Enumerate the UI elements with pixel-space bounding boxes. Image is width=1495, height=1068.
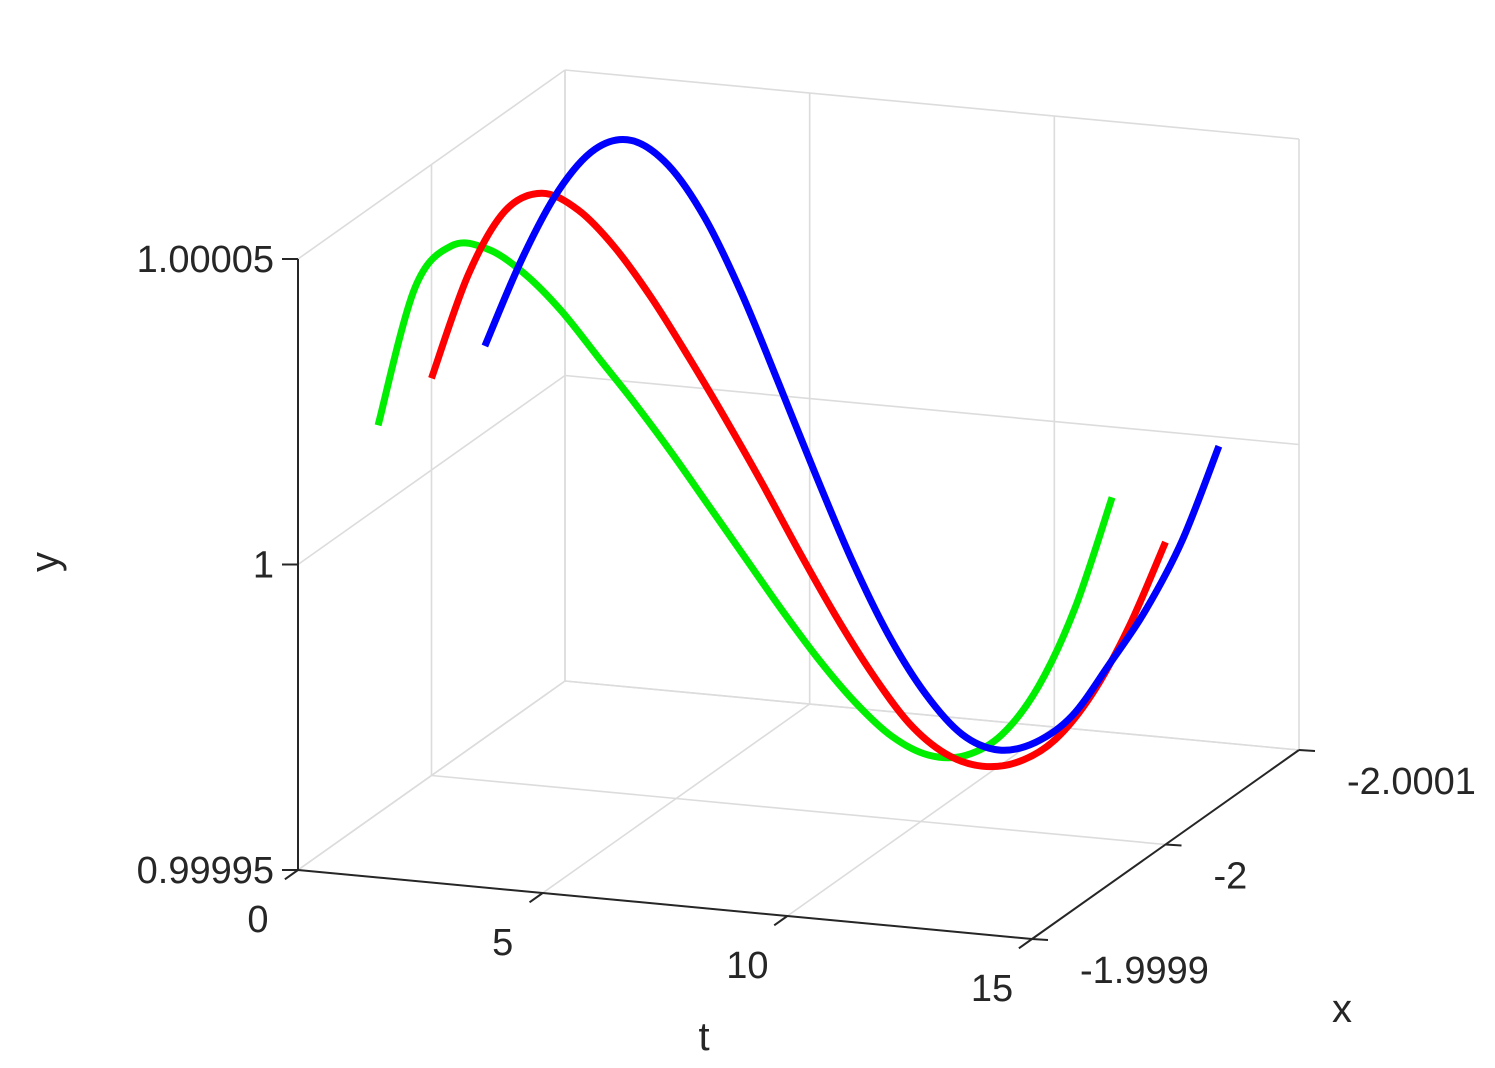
- x-tick-mark: [1031, 938, 1049, 941]
- grid-lines: [297, 69, 1300, 940]
- x-tick-label: -2: [1214, 856, 1248, 898]
- series-line-2: [428, 189, 1169, 771]
- x-tick-label: -1.9999: [1080, 950, 1209, 992]
- left-wall-grid-line: [297, 374, 566, 566]
- back-wall-grid-line: [564, 374, 1300, 446]
- t-tick-mark: [528, 892, 544, 904]
- series-line-3: [374, 239, 1116, 762]
- back-wall-grid-line: [564, 69, 1300, 140]
- t-tick-mark: [1018, 938, 1033, 950]
- y-axis-title: y: [23, 552, 67, 572]
- left-wall-grid-line: [297, 680, 566, 871]
- y-tick-label: 1: [253, 545, 274, 587]
- t-tick-mark: [773, 915, 788, 927]
- t-tick-label: 15: [971, 968, 1013, 1010]
- x-axis-title: x: [1332, 987, 1352, 1031]
- t-axis-line: [297, 869, 1033, 940]
- t-axis-title: t: [698, 1015, 709, 1059]
- series-line-1: [481, 136, 1223, 754]
- tick-labels: 0 5 10 15 -1.9999 -2 -2.0001 0.99995 1 1.00005: [137, 239, 1476, 1010]
- y-tick-label: 1.00005: [137, 239, 274, 281]
- axes: [282, 258, 1316, 950]
- y-tick-label: 0.99995: [137, 850, 274, 892]
- t-tick-mark: [284, 869, 299, 881]
- left-wall-grid-line: [297, 69, 566, 260]
- data-series: [374, 136, 1223, 771]
- t-tick-label: 0: [247, 899, 268, 941]
- x-tick-mark: [1165, 843, 1182, 847]
- back-wall-grid-line: [564, 680, 1300, 751]
- x-tick-label: -2.0001: [1347, 761, 1476, 803]
- t-tick-label: 5: [492, 922, 513, 964]
- floor-grid-line: [431, 774, 1166, 846]
- t-tick-label: 10: [726, 945, 768, 987]
- x-tick-mark: [1298, 749, 1316, 752]
